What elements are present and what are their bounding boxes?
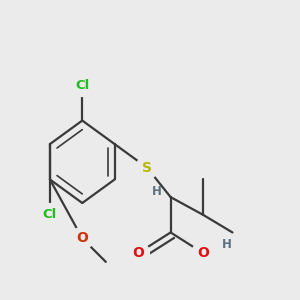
Circle shape xyxy=(71,74,94,96)
Text: H: H xyxy=(222,238,231,251)
Text: Cl: Cl xyxy=(75,79,89,92)
Circle shape xyxy=(39,204,61,226)
Text: S: S xyxy=(142,161,152,175)
Text: O: O xyxy=(132,246,144,260)
Circle shape xyxy=(192,242,214,264)
Text: O: O xyxy=(76,231,88,245)
Circle shape xyxy=(71,227,94,250)
Circle shape xyxy=(127,242,149,264)
Text: O: O xyxy=(197,246,209,260)
Circle shape xyxy=(136,157,158,179)
Text: H: H xyxy=(152,185,162,198)
Circle shape xyxy=(213,238,226,251)
Text: Cl: Cl xyxy=(43,208,57,221)
